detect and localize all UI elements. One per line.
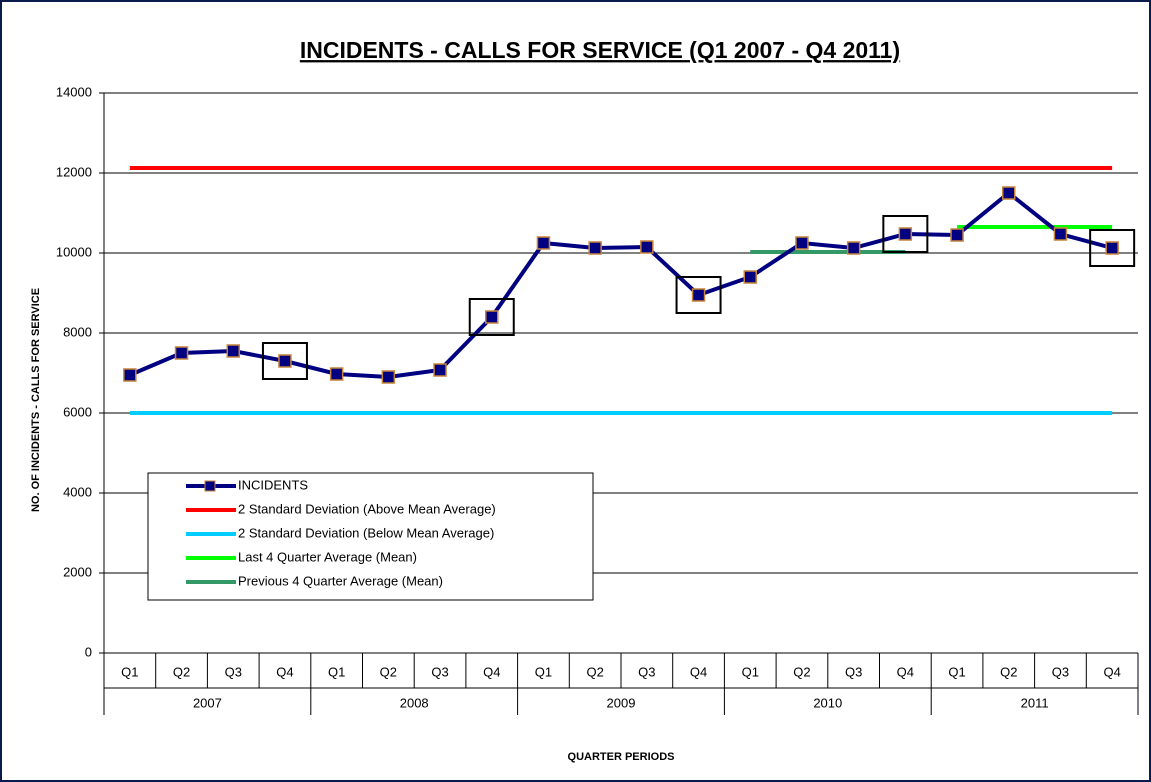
x-tick-label: Q2 — [380, 664, 397, 679]
data-point — [898, 227, 913, 241]
x-tick-label: Q1 — [121, 664, 138, 679]
chart-title: INCIDENTS - CALLS FOR SERVICE (Q1 2007 -… — [300, 37, 900, 63]
x-tick-label: Q1 — [948, 664, 965, 679]
x-tick-label: Q3 — [225, 664, 242, 679]
x-tick-label: Q2 — [173, 664, 190, 679]
data-point — [226, 344, 240, 358]
y-tick-label: 0 — [85, 644, 92, 659]
x-group-label: 2009 — [607, 695, 636, 710]
y-tick-label: 4000 — [63, 484, 92, 499]
y-tick-label: 10000 — [56, 244, 92, 259]
highlight-box — [675, 276, 722, 314]
data-point — [485, 310, 499, 324]
y-tick-label: 6000 — [63, 404, 92, 419]
data-point — [433, 363, 447, 377]
legend-label: 2 Standard Deviation (Above Mean Average… — [238, 501, 496, 516]
data-point — [1105, 241, 1119, 255]
data-point — [795, 236, 809, 250]
x-tick-label: Q4 — [897, 664, 914, 679]
x-group-label: 2010 — [813, 695, 842, 710]
x-tick-label: Q4 — [1103, 664, 1120, 679]
legend-label: Previous 4 Quarter Average (Mean) — [238, 573, 443, 588]
data-point — [588, 241, 602, 255]
y-tick-label: 8000 — [63, 324, 92, 339]
x-tick-label: Q3 — [431, 664, 448, 679]
data-point — [381, 370, 396, 384]
data-point — [1053, 227, 1068, 241]
data-point — [1002, 186, 1016, 200]
data-point — [174, 346, 189, 360]
x-tick-label: Q2 — [1000, 664, 1017, 679]
legend-marker — [204, 480, 216, 492]
legend-label: Last 4 Quarter Average (Mean) — [238, 549, 417, 564]
data-point — [691, 288, 706, 302]
x-tick-label: Q3 — [638, 664, 655, 679]
legend-label: 2 Standard Deviation (Below Mean Average… — [238, 525, 494, 540]
x-tick-label: Q1 — [535, 664, 552, 679]
data-point — [743, 270, 757, 284]
x-tick-label: Q2 — [793, 664, 810, 679]
y-tick-label: 14000 — [56, 84, 92, 99]
x-group-label: 2007 — [193, 695, 222, 710]
y-tick-label: 2000 — [63, 564, 92, 579]
data-point — [536, 236, 551, 250]
legend-box — [147, 472, 594, 601]
data-point — [329, 367, 344, 381]
x-tick-label: Q1 — [328, 664, 345, 679]
x-tick-label: Q3 — [845, 664, 862, 679]
data-point — [640, 240, 654, 254]
data-point — [846, 241, 861, 255]
x-group-label: 2008 — [400, 695, 429, 710]
x-axis-label: QUARTER PERIODS — [568, 751, 675, 763]
x-tick-label: Q2 — [586, 664, 603, 679]
x-tick-label: Q4 — [276, 664, 293, 679]
highlight-box — [261, 342, 308, 380]
legend-label: INCIDENTS — [238, 477, 308, 492]
y-axis-label: NO. OF INCIDENTS - CALLS FOR SERVICE — [30, 288, 42, 512]
data-point — [278, 354, 292, 368]
x-tick-label: Q3 — [1052, 664, 1069, 679]
y-tick-label: 12000 — [56, 164, 92, 179]
data-point — [950, 228, 964, 242]
x-tick-label: Q1 — [742, 664, 759, 679]
data-point — [123, 368, 137, 382]
highlight-box — [882, 215, 929, 253]
x-tick-label: Q4 — [690, 664, 707, 679]
x-group-label: 2011 — [1021, 695, 1049, 710]
highlight-box — [468, 298, 515, 336]
series-line — [129, 190, 1113, 380]
x-tick-label: Q4 — [483, 664, 500, 679]
highlight-box — [1089, 229, 1136, 267]
